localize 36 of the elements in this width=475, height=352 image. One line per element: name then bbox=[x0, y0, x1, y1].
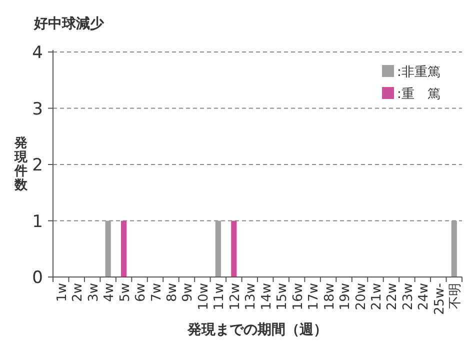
x-tick-label: 20w bbox=[354, 282, 369, 310]
legend-label: :重 篤 bbox=[397, 87, 440, 102]
x-tick-label: 12w bbox=[228, 282, 243, 310]
x-axis-title: 発現までの期間（週） bbox=[186, 322, 328, 338]
x-tick-label: 19w bbox=[338, 282, 354, 310]
x-tick-label: 10w bbox=[196, 282, 212, 310]
x-tick-label: 2w bbox=[70, 282, 86, 302]
x-tick-label: 21w bbox=[369, 282, 384, 310]
y-tick-label: 2 bbox=[32, 156, 43, 176]
x-tick-label: 4w bbox=[102, 282, 118, 302]
x-tick-label: 17w bbox=[306, 282, 322, 310]
legend-label: :非重篤 bbox=[397, 65, 440, 80]
x-tick-label: 不明 bbox=[448, 283, 464, 309]
x-tick-label: 7w bbox=[149, 282, 164, 302]
x-tick-label: 3w bbox=[86, 282, 102, 302]
x-tick-label: 18w bbox=[322, 282, 338, 310]
x-tick-label: 16w bbox=[290, 282, 306, 310]
x-tick-label: 22w bbox=[385, 282, 400, 310]
x-tick-label: 25w- bbox=[432, 282, 448, 315]
x-tick-label: 1w bbox=[54, 282, 70, 302]
y-tick-label: 3 bbox=[32, 99, 43, 120]
y-tick-label: 1 bbox=[32, 212, 43, 232]
y-tick-label: 0 bbox=[32, 268, 43, 288]
x-tick-label: 24w bbox=[416, 282, 432, 310]
x-tick-label: 13w bbox=[244, 282, 259, 310]
y-axis-title: 発現件数 bbox=[14, 136, 28, 193]
x-tick-label: 5w bbox=[118, 282, 133, 302]
x-tick-label: 8w bbox=[164, 282, 180, 302]
x-tick-label: 6w bbox=[134, 282, 149, 302]
chart-title: 好中球減少 bbox=[33, 16, 105, 32]
x-tick-label: 23w bbox=[400, 282, 416, 310]
x-tick-label: 9w bbox=[180, 282, 196, 302]
x-tick-label: 15w bbox=[275, 282, 290, 310]
x-tick-label: 14w bbox=[259, 282, 274, 310]
x-tick-label: 11w bbox=[212, 282, 228, 310]
y-tick-label: 4 bbox=[32, 43, 43, 63]
